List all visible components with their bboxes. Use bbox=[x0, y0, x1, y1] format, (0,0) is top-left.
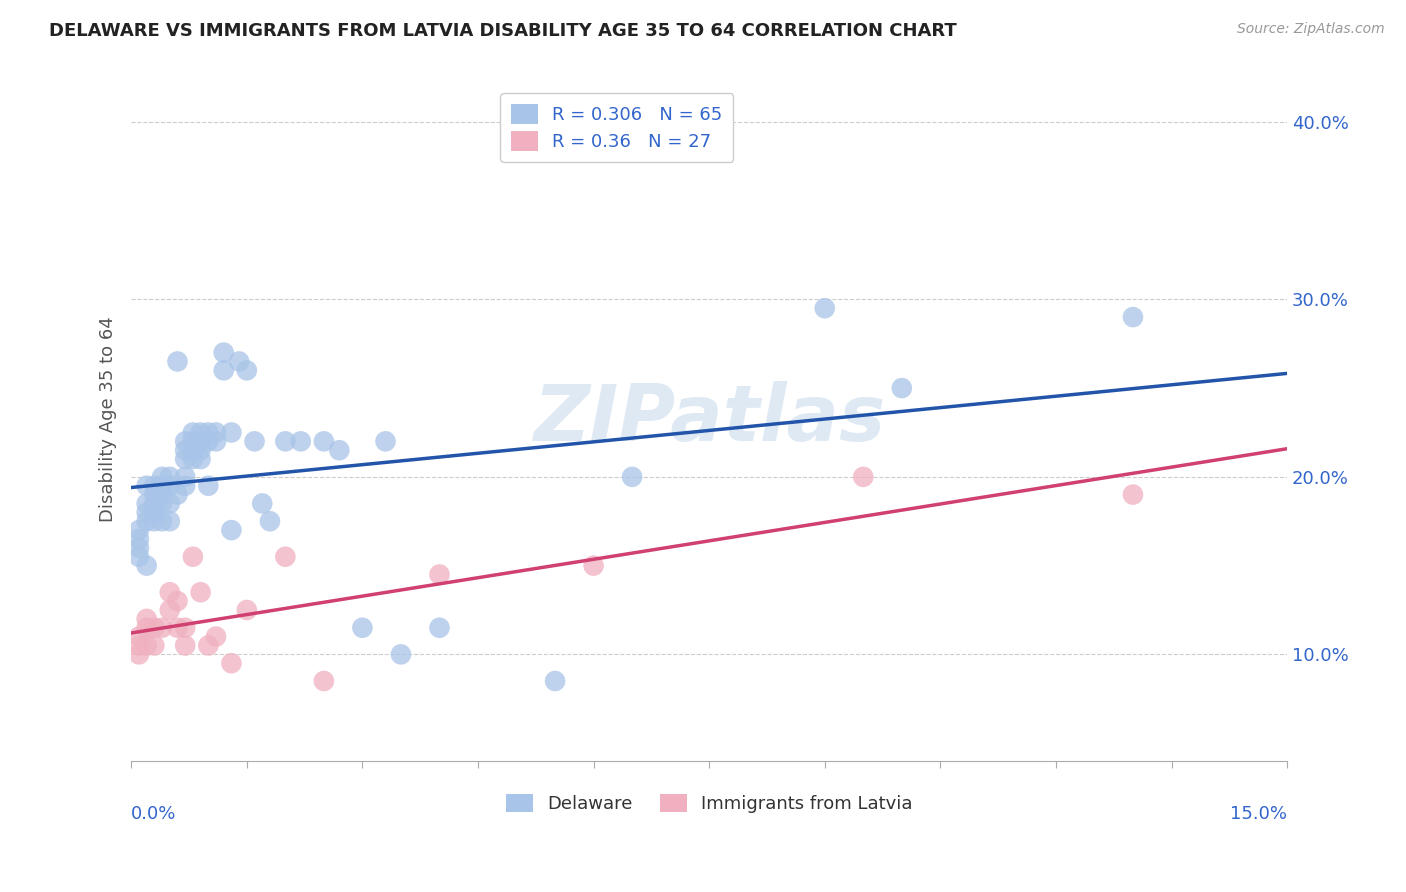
Point bbox=[174, 639, 197, 653]
Point bbox=[1122, 487, 1144, 501]
Point bbox=[143, 621, 166, 635]
Point bbox=[312, 673, 335, 688]
Point bbox=[181, 549, 204, 564]
Point bbox=[197, 479, 219, 493]
Point bbox=[328, 443, 350, 458]
Point bbox=[143, 479, 166, 493]
Point bbox=[135, 514, 157, 528]
Point bbox=[135, 479, 157, 493]
Text: 0.0%: 0.0% bbox=[131, 805, 177, 823]
Point bbox=[143, 487, 166, 501]
Point bbox=[159, 603, 181, 617]
Point bbox=[174, 621, 197, 635]
Point bbox=[290, 434, 312, 449]
Point bbox=[429, 567, 451, 582]
Point bbox=[205, 630, 228, 644]
Point bbox=[890, 381, 912, 395]
Point bbox=[174, 443, 197, 458]
Point bbox=[181, 434, 204, 449]
Point bbox=[205, 434, 228, 449]
Point bbox=[582, 558, 605, 573]
Point bbox=[181, 452, 204, 467]
Point bbox=[128, 639, 150, 653]
Point bbox=[159, 470, 181, 484]
Text: ZIPatlas: ZIPatlas bbox=[533, 381, 886, 458]
Point bbox=[174, 470, 197, 484]
Point bbox=[135, 612, 157, 626]
Point bbox=[150, 514, 173, 528]
Point bbox=[236, 363, 259, 377]
Y-axis label: Disability Age 35 to 64: Disability Age 35 to 64 bbox=[100, 317, 117, 522]
Point bbox=[389, 648, 412, 662]
Point bbox=[174, 479, 197, 493]
Point bbox=[352, 621, 374, 635]
Point bbox=[221, 425, 243, 440]
Point bbox=[190, 585, 212, 599]
Point bbox=[128, 549, 150, 564]
Point bbox=[205, 425, 228, 440]
Point bbox=[150, 479, 173, 493]
Point bbox=[221, 523, 243, 537]
Point bbox=[128, 648, 150, 662]
Point bbox=[814, 301, 837, 316]
Point bbox=[252, 496, 274, 510]
Text: 15.0%: 15.0% bbox=[1230, 805, 1286, 823]
Point bbox=[159, 496, 181, 510]
Point bbox=[166, 621, 188, 635]
Point bbox=[1122, 310, 1144, 324]
Point bbox=[212, 345, 235, 359]
Point bbox=[181, 443, 204, 458]
Point bbox=[212, 363, 235, 377]
Point bbox=[228, 354, 250, 368]
Point bbox=[181, 425, 204, 440]
Text: Source: ZipAtlas.com: Source: ZipAtlas.com bbox=[1237, 22, 1385, 37]
Point bbox=[221, 657, 243, 671]
Point bbox=[190, 434, 212, 449]
Point bbox=[135, 621, 157, 635]
Point bbox=[150, 621, 173, 635]
Point bbox=[135, 558, 157, 573]
Legend: Delaware, Immigrants from Latvia: Delaware, Immigrants from Latvia bbox=[499, 787, 920, 821]
Point bbox=[236, 603, 259, 617]
Point bbox=[159, 514, 181, 528]
Point bbox=[135, 496, 157, 510]
Point bbox=[852, 470, 875, 484]
Point bbox=[429, 621, 451, 635]
Point bbox=[274, 549, 297, 564]
Point bbox=[135, 639, 157, 653]
Point bbox=[174, 452, 197, 467]
Point bbox=[190, 425, 212, 440]
Point bbox=[143, 496, 166, 510]
Point bbox=[621, 470, 644, 484]
Text: DELAWARE VS IMMIGRANTS FROM LATVIA DISABILITY AGE 35 TO 64 CORRELATION CHART: DELAWARE VS IMMIGRANTS FROM LATVIA DISAB… bbox=[49, 22, 957, 40]
Point bbox=[166, 594, 188, 608]
Point bbox=[243, 434, 266, 449]
Point bbox=[143, 514, 166, 528]
Point bbox=[128, 532, 150, 546]
Point bbox=[312, 434, 335, 449]
Point bbox=[150, 496, 173, 510]
Point bbox=[544, 673, 567, 688]
Point bbox=[174, 434, 197, 449]
Point bbox=[190, 452, 212, 467]
Point bbox=[150, 487, 173, 501]
Point bbox=[197, 434, 219, 449]
Point bbox=[166, 354, 188, 368]
Point bbox=[159, 479, 181, 493]
Point bbox=[190, 443, 212, 458]
Point bbox=[143, 505, 166, 519]
Point bbox=[274, 434, 297, 449]
Point bbox=[128, 541, 150, 555]
Point bbox=[128, 630, 150, 644]
Point bbox=[374, 434, 396, 449]
Point bbox=[143, 639, 166, 653]
Point bbox=[197, 425, 219, 440]
Point bbox=[166, 487, 188, 501]
Point bbox=[135, 505, 157, 519]
Point bbox=[128, 523, 150, 537]
Point bbox=[259, 514, 281, 528]
Point bbox=[150, 470, 173, 484]
Point bbox=[159, 585, 181, 599]
Point bbox=[197, 639, 219, 653]
